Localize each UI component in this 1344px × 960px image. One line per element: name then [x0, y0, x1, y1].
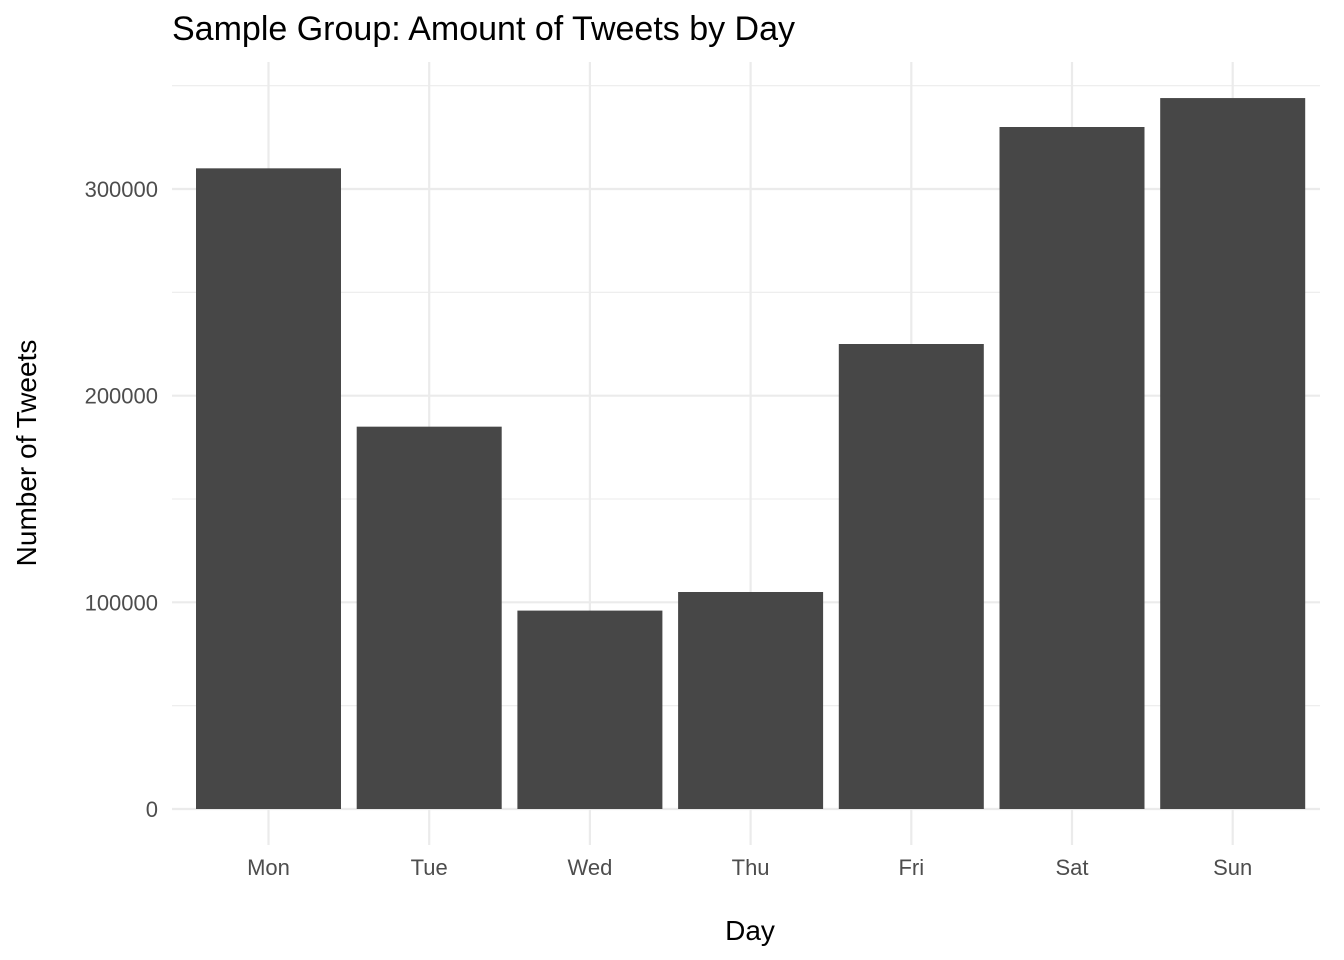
chart-title: Sample Group: Amount of Tweets by Day	[172, 10, 795, 48]
bars	[196, 98, 1306, 810]
x-tick-label: Wed	[567, 855, 612, 880]
y-tick-labels: 0 100000 200000 300000	[85, 177, 158, 822]
y-tick-label: 200000	[85, 384, 158, 409]
y-tick-label: 100000	[85, 590, 158, 615]
x-tick-label: Sat	[1055, 855, 1088, 880]
x-tick-label: Sun	[1213, 855, 1252, 880]
y-tick-label: 0	[146, 797, 158, 822]
bar-fri	[838, 344, 984, 809]
y-axis-title: Number of Tweets	[11, 340, 42, 567]
bar-mon	[196, 168, 341, 810]
y-tick-label: 300000	[85, 177, 158, 202]
x-tick-label: Tue	[411, 855, 448, 880]
x-tick-label: Thu	[732, 855, 770, 880]
bar-sun	[1160, 98, 1306, 810]
x-tick-label: Fri	[898, 855, 924, 880]
bar-sat	[999, 127, 1145, 809]
x-tick-labels: Mon Tue Wed Thu Fri Sat Sun	[247, 855, 1252, 880]
bar-wed	[517, 610, 663, 809]
x-tick-label: Mon	[247, 855, 290, 880]
x-axis-title: Day	[725, 915, 775, 946]
bar-thu	[678, 592, 824, 809]
bar-tue	[356, 426, 502, 809]
